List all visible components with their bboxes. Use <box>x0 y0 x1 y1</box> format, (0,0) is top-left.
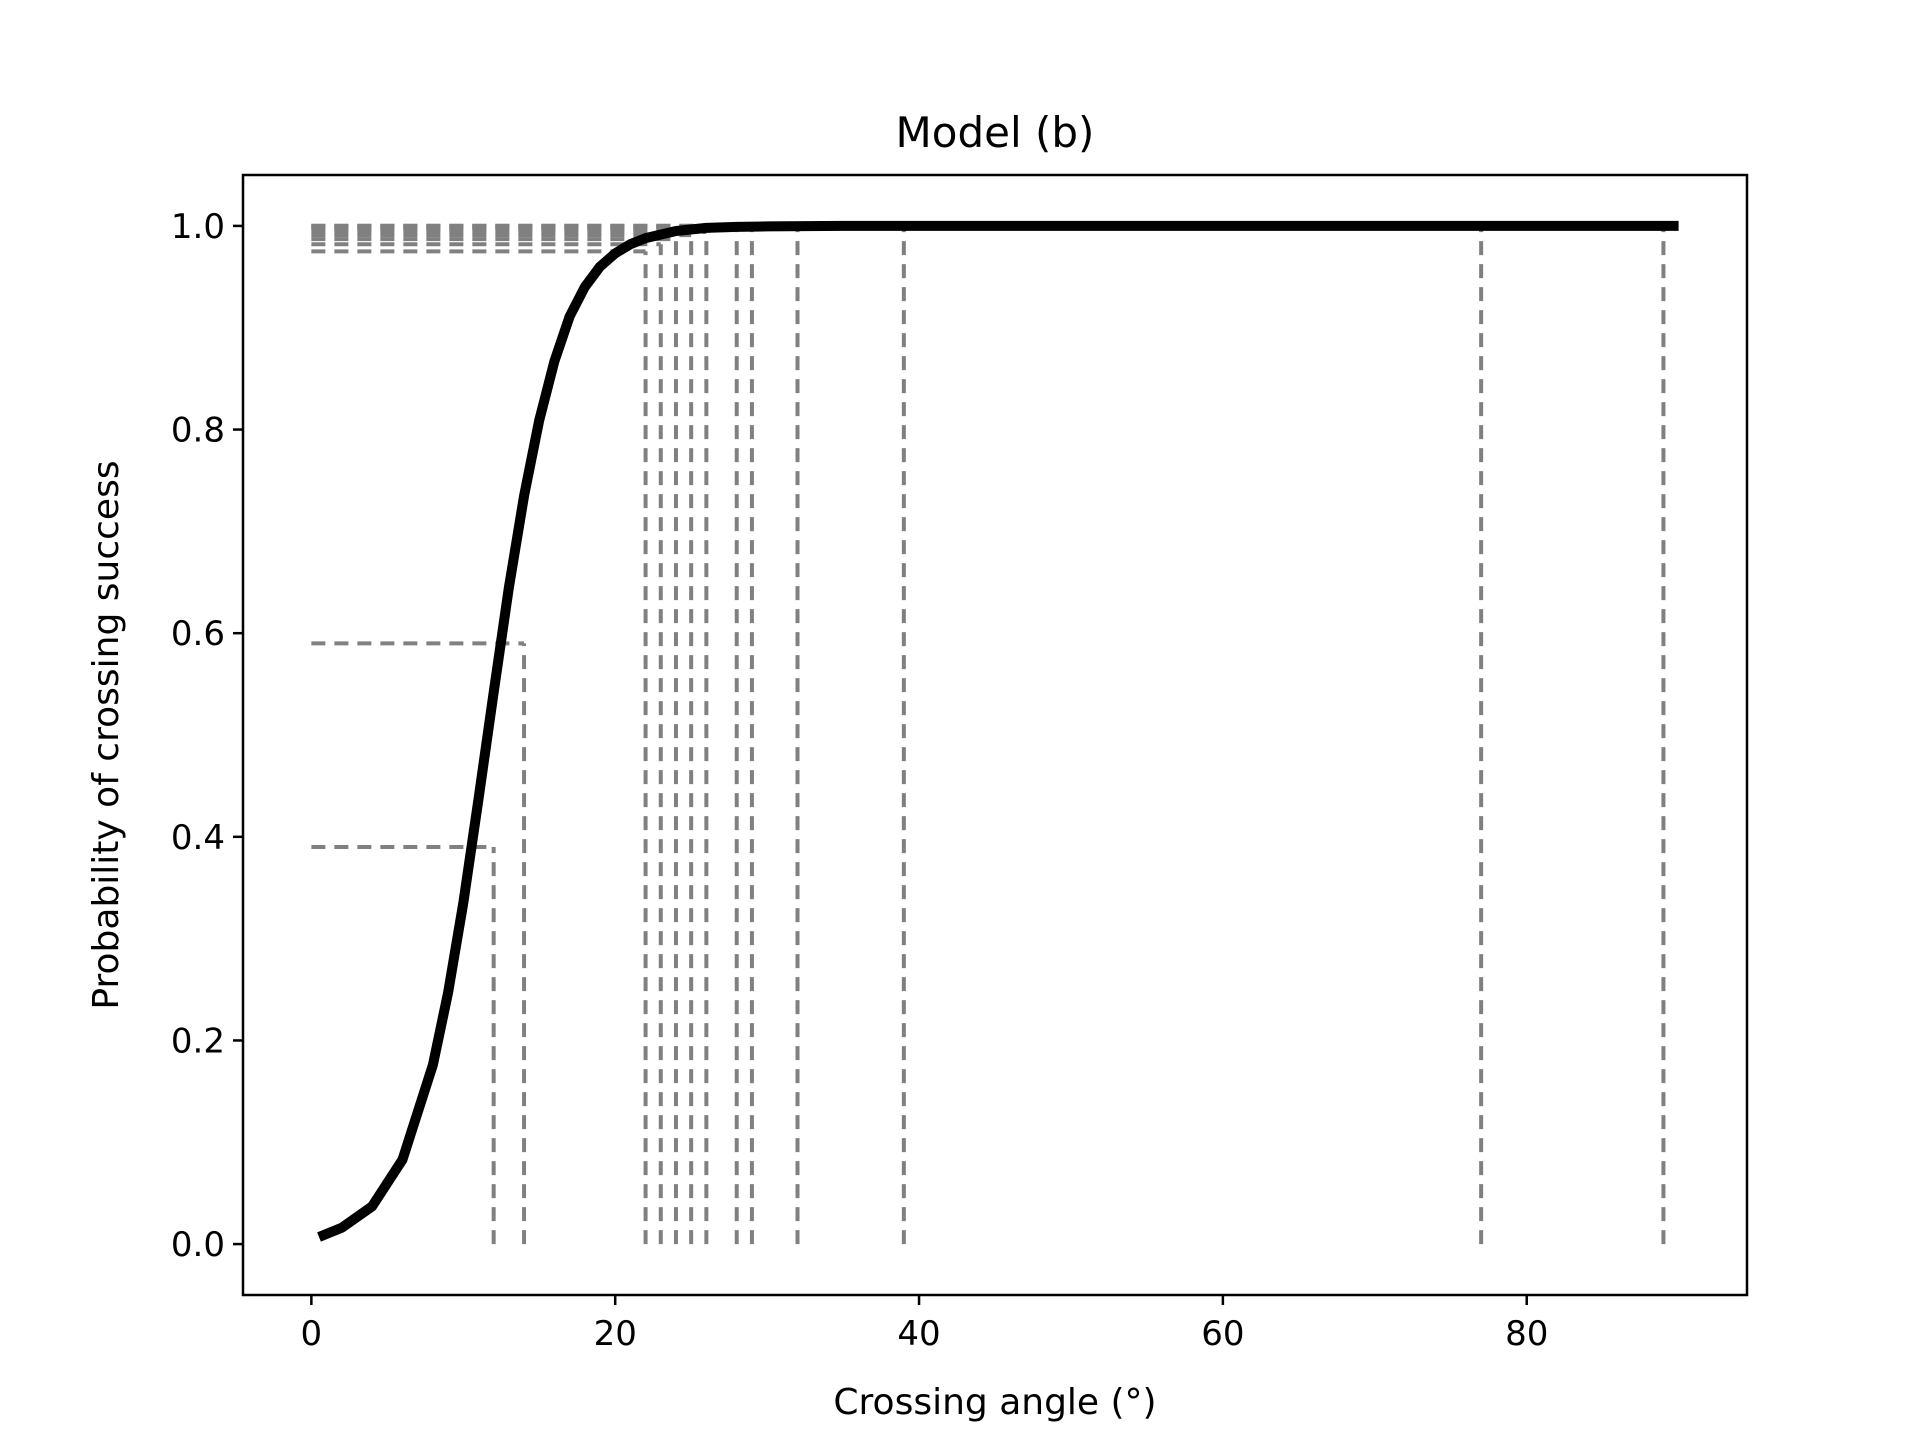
x-tick-label: 40 <box>897 1314 940 1354</box>
y-tick-label: 0.2 <box>171 1021 225 1061</box>
y-tick-label: 0.6 <box>171 614 225 654</box>
chart-title: Model (b) <box>896 108 1095 157</box>
axes-frame <box>241 173 1749 1297</box>
y-tick-label: 0.4 <box>171 818 225 858</box>
y-axis-label: Probability of crossing success <box>86 460 127 1009</box>
y-tick-label: 1.0 <box>171 207 225 247</box>
x-tick-label: 20 <box>594 1314 637 1354</box>
series-line-0 <box>317 220 1679 1242</box>
axis-ticks: 0 20 40 60 80 0.0 0.2 0.4 0.6 0.8 1.0 <box>171 207 1548 1354</box>
x-tick-label: 80 <box>1505 1314 1548 1354</box>
x-tick-label: 60 <box>1201 1314 1244 1354</box>
plot-area <box>311 220 1679 1245</box>
x-axis-label: Crossing angle (°) <box>833 1382 1156 1423</box>
y-tick-label: 0.0 <box>171 1225 225 1265</box>
x-tick-label: 0 <box>301 1314 323 1354</box>
y-tick-label: 0.8 <box>171 411 225 451</box>
